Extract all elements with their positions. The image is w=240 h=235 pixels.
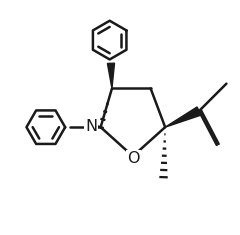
Polygon shape [165,107,201,127]
Text: N: N [85,119,97,134]
Polygon shape [108,63,114,88]
Text: O: O [127,151,140,166]
